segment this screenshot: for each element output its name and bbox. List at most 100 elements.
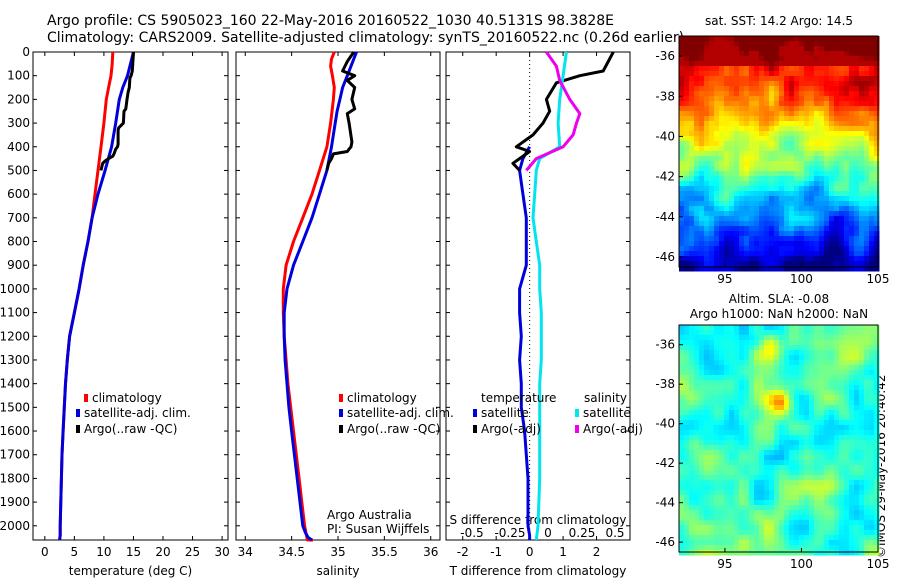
sst_map-cell xyxy=(814,231,820,237)
sst_map-cell xyxy=(819,266,825,272)
sla_map-cell xyxy=(844,395,850,401)
sst_map-cell xyxy=(694,241,700,247)
sla_map-cell xyxy=(814,485,820,491)
sst_map-cell xyxy=(809,51,815,57)
sst_map-cell xyxy=(829,141,835,147)
sst_map-cell xyxy=(764,126,770,132)
sla_map-cell xyxy=(679,435,685,441)
sla_map-cell xyxy=(784,335,790,341)
sla_map-cell xyxy=(734,330,740,336)
sla_map-cell xyxy=(679,465,685,471)
sla_map-cell xyxy=(779,545,785,551)
depth-tick-label: 400 xyxy=(7,140,30,154)
sla_map-cell xyxy=(774,345,780,351)
sla_map-cell xyxy=(839,395,845,401)
sst_map-cell xyxy=(779,176,785,182)
sla_map-cell xyxy=(759,415,765,421)
sla_map-cell xyxy=(819,340,825,346)
sst_map-cell xyxy=(874,191,880,197)
sst_map-cell xyxy=(724,266,730,272)
sst_map-cell xyxy=(844,236,850,242)
sst_map-cell xyxy=(789,256,795,262)
sst_map-cell xyxy=(754,81,760,87)
sla_map-cell xyxy=(809,485,815,491)
sla_map-cell xyxy=(749,330,755,336)
sst_map-cell xyxy=(784,146,790,152)
sst_map-cell xyxy=(874,141,880,147)
sla_map-cell xyxy=(819,325,825,331)
sla_map-cell xyxy=(769,345,775,351)
sla_map-cell xyxy=(854,355,860,361)
sla_map-cell xyxy=(694,340,700,346)
sst_map-cell xyxy=(704,56,710,62)
sst_map-cell xyxy=(829,41,835,47)
sla_map-cell xyxy=(759,440,765,446)
sst_map-cell xyxy=(854,141,860,147)
sla_map-cell xyxy=(814,330,820,336)
sst_map-cell xyxy=(854,191,860,197)
sst_map-cell xyxy=(824,126,830,132)
sla_map-cell xyxy=(849,480,855,486)
sla_map-cell xyxy=(834,430,840,436)
sst_map-cell xyxy=(709,36,715,42)
sst_map-cell xyxy=(834,126,840,132)
sla_map-cell xyxy=(764,425,770,431)
sla_map-cell xyxy=(684,450,690,456)
sla_map-cell xyxy=(799,415,805,421)
sla_map-cell xyxy=(694,395,700,401)
sst_map-cell xyxy=(784,61,790,67)
sst_map-cell xyxy=(799,41,805,47)
sla_map-cell xyxy=(724,380,730,386)
sla_map-cell xyxy=(874,335,880,341)
sla_map-cell xyxy=(784,545,790,551)
sla_map-cell xyxy=(849,370,855,376)
sst_map-cell xyxy=(794,171,800,177)
sst_map-cell xyxy=(794,41,800,47)
sst_map-cell xyxy=(789,221,795,227)
sst_map-cell xyxy=(729,261,735,267)
sla_map-cell xyxy=(704,480,710,486)
sla_map-cell xyxy=(829,500,835,506)
sst_map-cell xyxy=(814,156,820,162)
sst_map-cell xyxy=(794,201,800,207)
sla_map-cell xyxy=(794,510,800,516)
sst_map-cell xyxy=(734,251,740,257)
sla_map-cell xyxy=(824,490,830,496)
sla_map-cell xyxy=(839,490,845,496)
sst_map-cell xyxy=(784,246,790,252)
sla_map-cell xyxy=(834,505,840,511)
sla_map-cell xyxy=(714,455,720,461)
sla_map-cell xyxy=(784,520,790,526)
sla_map-cell xyxy=(764,510,770,516)
sla_map-cell xyxy=(719,390,725,396)
sst_map-cell xyxy=(719,161,725,167)
sla_map-cell xyxy=(734,370,740,376)
sla_map-cell xyxy=(779,475,785,481)
sst_map-cell xyxy=(789,111,795,117)
sla_map-cell xyxy=(849,395,855,401)
sst_map-cell xyxy=(694,236,700,242)
sla_map-cell xyxy=(799,335,805,341)
sst_map-cell xyxy=(834,181,840,187)
sla_map-cell xyxy=(794,425,800,431)
sla_map-cell xyxy=(739,540,745,546)
sst_map-cell xyxy=(799,96,805,102)
sla_map-cell xyxy=(729,440,735,446)
sst_map-cell xyxy=(874,211,880,217)
sst_map-cell xyxy=(709,136,715,142)
sla_map-cell xyxy=(814,360,820,366)
sst_map-cell xyxy=(749,231,755,237)
sst_map-cell xyxy=(709,251,715,257)
sla_map-cell xyxy=(744,385,750,391)
sla_map-cell xyxy=(759,420,765,426)
sst_map-cell xyxy=(679,96,685,102)
sla_map-cell xyxy=(694,415,700,421)
sst_map-cell xyxy=(724,86,730,92)
sst_map-cell xyxy=(744,51,750,57)
sst_map-cell xyxy=(824,141,830,147)
sla_map-cell xyxy=(684,350,690,356)
sla_map-cell xyxy=(779,535,785,541)
sla_map-cell xyxy=(769,490,775,496)
sst_map-cell xyxy=(804,56,810,62)
sla_map-cell xyxy=(829,410,835,416)
